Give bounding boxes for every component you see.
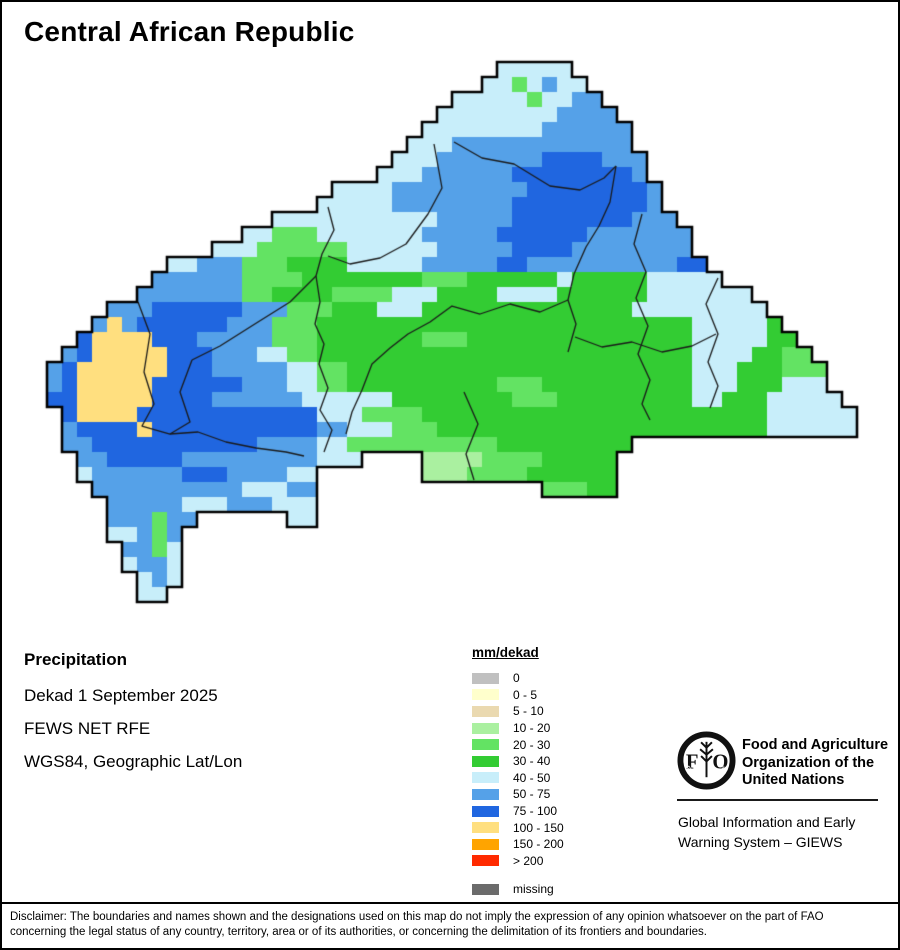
precipitation-map-canvas: [2, 2, 898, 627]
legend-swatch: [472, 672, 499, 684]
legend-label: 20 - 30: [513, 737, 551, 752]
legend-label: 0: [513, 671, 520, 686]
legend-item: 0: [472, 670, 564, 687]
legend-label: 100 - 150: [513, 820, 564, 835]
giews-line2: Warning System – GIEWS: [678, 834, 843, 850]
legend-swatch: [472, 739, 499, 751]
disclaimer-line1: Disclaimer: The boundaries and names sho…: [10, 911, 824, 923]
legend-swatch: [472, 772, 499, 784]
giews-line1: Global Information and Early: [678, 814, 856, 830]
giews-caption: Global Information and Early Warning Sys…: [678, 812, 855, 852]
legend-label: 50 - 75: [513, 787, 551, 802]
legend-item: 75 - 100: [472, 803, 564, 820]
legend-label: 0 - 5: [513, 687, 538, 702]
legend-swatch: [472, 883, 499, 895]
legend-label: 75 - 100: [513, 804, 558, 819]
legend-label: 40 - 50: [513, 770, 551, 785]
legend-item: 10 - 20: [472, 720, 564, 737]
legend-swatch: [472, 805, 499, 817]
legend-item: 5 - 10: [472, 703, 564, 720]
legend-label: 10 - 20: [513, 721, 551, 736]
legend-item: 40 - 50: [472, 770, 564, 787]
info-source: FEWS NET RFE: [24, 719, 151, 738]
legend-item: 20 - 30: [472, 736, 564, 753]
legend-swatch: [472, 788, 499, 800]
legend-swatch: [472, 705, 499, 717]
legend-item: 150 - 200: [472, 836, 564, 853]
fao-logo-icon: F O FIAT PANIS: [677, 731, 736, 790]
legend-label: 30 - 40: [513, 754, 551, 769]
disclaimer: Disclaimer: The boundaries and names sho…: [2, 902, 898, 948]
fao-divider: [677, 799, 878, 801]
map-info-block: Precipitation Dekad 1 September 2025 FEW…: [24, 650, 242, 785]
wheat-icon: [699, 741, 714, 778]
legend-swatch: [472, 838, 499, 850]
legend-label: > 200: [513, 853, 544, 868]
info-heading: Precipitation: [24, 650, 127, 669]
legend-swatch: [472, 722, 499, 734]
fao-org-name: Food and Agriculture Organization of the…: [742, 737, 888, 790]
legend-title: mm/dekad: [472, 645, 539, 660]
legend-item: 30 - 40: [472, 753, 564, 770]
legend-label: missing: [513, 882, 554, 897]
legend-label: 150 - 200: [513, 837, 564, 852]
disclaimer-line2: concerning the legal status of any count…: [10, 926, 707, 938]
legend-swatch: [472, 822, 499, 834]
fao-logo-letter-f: F: [686, 751, 699, 773]
legend-item: > 200: [472, 853, 564, 870]
fao-org-line3: United Nations: [742, 772, 845, 788]
legend-swatch: [472, 689, 499, 701]
legend-label: 5 - 10: [513, 704, 544, 719]
legend-item-missing: missing: [472, 881, 564, 898]
legend-item: 100 - 150: [472, 819, 564, 836]
legend-item: 0 - 5: [472, 687, 564, 704]
fao-logo-letter-o: O: [712, 751, 728, 773]
info-projection: WGS84, Geographic Lat/Lon: [24, 752, 243, 771]
legend-swatch: [472, 755, 499, 767]
legend-swatch: [472, 855, 499, 867]
info-dekad: Dekad 1 September 2025: [24, 686, 218, 705]
fao-org-line2: Organization of the: [742, 754, 875, 771]
fao-org-line1: Food and Agriculture: [742, 737, 889, 753]
legend-item: 50 - 75: [472, 786, 564, 803]
